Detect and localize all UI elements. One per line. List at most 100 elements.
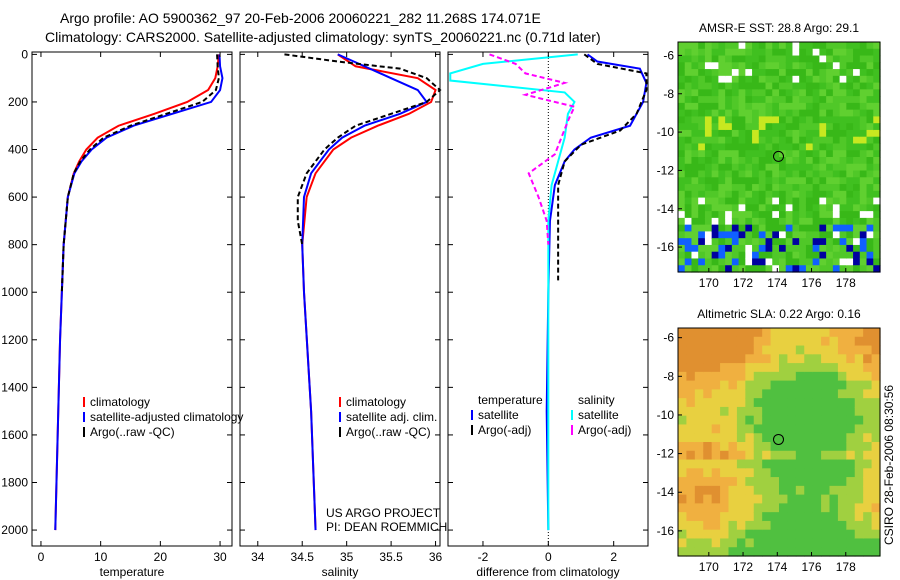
- map-cell: [770, 363, 780, 373]
- map-cell: [812, 116, 820, 124]
- map-cell: [859, 55, 868, 63]
- map-cell: [738, 244, 746, 253]
- map-cell: [805, 211, 814, 219]
- map-cell: [866, 48, 874, 57]
- map-cell: [853, 89, 861, 97]
- map-cell: [765, 157, 773, 165]
- map-cell: [779, 251, 787, 260]
- map-cell: [853, 55, 861, 63]
- map-cell: [812, 398, 822, 408]
- map-cell: [698, 48, 706, 57]
- map-cell: [787, 424, 797, 434]
- map-cell: [804, 363, 814, 373]
- map-cell: [731, 42, 740, 50]
- map-cell: [686, 389, 696, 399]
- map-cell: [853, 238, 861, 246]
- map-cell: [853, 190, 861, 199]
- map-cell: [792, 177, 800, 185]
- map-cell: [863, 380, 873, 390]
- map-cell: [821, 415, 831, 426]
- map-cell: [738, 157, 746, 165]
- map-cell: [698, 258, 706, 266]
- map-cell: [698, 75, 706, 84]
- map-cell: [745, 371, 755, 382]
- map-cell: [731, 251, 740, 260]
- map-cell: [873, 69, 881, 77]
- map-cell: [718, 143, 726, 151]
- map-cell: [846, 244, 854, 253]
- map-cell: [826, 244, 834, 253]
- map-cell: [846, 224, 854, 233]
- map-cell: [718, 55, 726, 63]
- map-cell: [725, 238, 733, 246]
- map-cell: [711, 380, 721, 390]
- map-cell: [792, 136, 800, 145]
- map-cell: [718, 217, 726, 226]
- map-cell: [691, 197, 699, 205]
- map-cell: [718, 150, 726, 158]
- map-cell: [711, 62, 719, 70]
- map-cell: [799, 96, 807, 104]
- map-cell: [765, 170, 773, 178]
- map-cell: [686, 468, 696, 478]
- map-cell: [770, 538, 780, 548]
- map-cell: [718, 244, 726, 253]
- map-cell: [804, 415, 814, 426]
- map-cell: [819, 244, 827, 253]
- map-cell: [718, 62, 726, 70]
- map-cell: [805, 217, 814, 226]
- map-cell: [799, 224, 807, 233]
- map-cell: [785, 224, 794, 233]
- map-cell: [819, 238, 827, 246]
- map-cell: [752, 82, 760, 90]
- map-cell: [829, 354, 839, 364]
- map-cell: [795, 415, 805, 426]
- map-cell: [804, 477, 814, 487]
- map-cell: [846, 55, 854, 63]
- map-cell: [779, 520, 789, 531]
- map-cell: [711, 459, 721, 469]
- map-cell: [819, 82, 827, 90]
- map-cell: [853, 69, 861, 77]
- map-cell: [805, 258, 814, 266]
- map-cell: [704, 244, 713, 253]
- map-cell: [752, 258, 760, 266]
- map-cell: [738, 42, 746, 50]
- map-cell: [787, 389, 797, 399]
- y-tick-label: 0: [21, 47, 28, 61]
- map-cell: [839, 197, 847, 205]
- map-cell: [873, 238, 881, 246]
- map-cell: [762, 415, 772, 426]
- argo-location-marker: [773, 150, 785, 162]
- map-cell: [753, 406, 763, 417]
- map-cell: [718, 96, 726, 104]
- map-cell: [854, 363, 864, 373]
- map-cell: [684, 75, 693, 84]
- map-cell: [725, 157, 733, 165]
- map-cell: [686, 459, 696, 469]
- legend-label: Argo(..raw -QC): [346, 425, 431, 439]
- map-cell: [704, 143, 713, 151]
- map-cell: [859, 197, 868, 205]
- map-cell: [678, 477, 688, 487]
- map-cell: [758, 89, 767, 97]
- map-cell: [678, 433, 688, 443]
- map-cell: [678, 42, 686, 50]
- map-cell: [752, 238, 760, 246]
- map-cell: [826, 224, 834, 233]
- title-line-2: Climatology: CARS2000. Satellite-adjuste…: [45, 29, 601, 45]
- map-cell: [711, 116, 719, 124]
- map-cell: [772, 211, 780, 219]
- map-cell: [770, 389, 780, 399]
- map-cell: [846, 163, 854, 172]
- map-cell: [686, 328, 696, 338]
- x-tick-label: 170: [699, 560, 719, 574]
- map-cell: [684, 157, 693, 165]
- map-cell: [871, 512, 881, 522]
- map-cell: [819, 69, 827, 77]
- map-cell: [853, 123, 861, 131]
- map-cell: [821, 336, 831, 347]
- map-cell: [678, 415, 688, 426]
- map-cell: [752, 204, 760, 212]
- map-cell: [832, 204, 841, 212]
